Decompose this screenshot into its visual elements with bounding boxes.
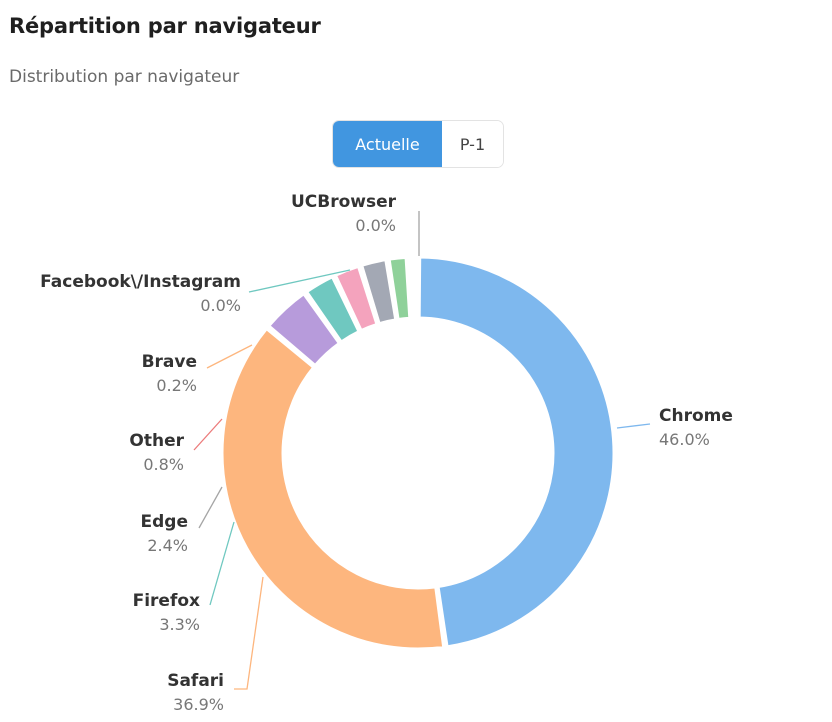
slice-small-8[interactable] — [413, 255, 419, 320]
label-facebook-instagram-value: 0.0% — [200, 296, 241, 315]
label-ucbrowser-value: 0.0% — [355, 216, 396, 235]
leader-line-firefox — [209, 521, 235, 606]
label-safari-value: 36.9% — [173, 695, 224, 714]
slice-chrome[interactable] — [417, 255, 616, 649]
label-brave-name: Brave — [142, 352, 197, 372]
label-other-value: 0.8% — [143, 455, 184, 474]
label-edge-value: 2.4% — [147, 536, 188, 555]
slice-safari[interactable] — [220, 327, 446, 651]
card-subtitle: Distribution par navigateur — [9, 67, 240, 87]
slice-small-6[interactable] — [387, 255, 412, 321]
period-previous-button[interactable]: P-1 — [442, 121, 503, 167]
label-brave-value: 0.2% — [156, 376, 197, 395]
donut-slices — [220, 255, 616, 651]
leader-line-other — [193, 418, 223, 451]
period-current-button[interactable]: Actuelle — [333, 121, 442, 167]
label-chrome-value: 46.0% — [659, 430, 710, 449]
slice-small-3[interactable] — [305, 275, 361, 344]
label-facebook-instagram-name: Facebook\/Instagram — [40, 272, 241, 292]
label-chrome-name: Chrome — [659, 406, 733, 426]
card-title: Répartition par navigateur — [9, 14, 321, 38]
period-toggle: Actuelle P-1 — [332, 120, 504, 168]
leader-line-brave — [206, 344, 253, 369]
label-ucbrowser-name: UCBrowser — [291, 192, 397, 212]
leader-line-facebook-instagram — [248, 269, 351, 293]
leader-line-chrome — [616, 423, 651, 429]
leader-line-safari — [234, 576, 264, 690]
label-edge-name: Edge — [141, 512, 188, 532]
label-firefox-value: 3.3% — [159, 615, 200, 634]
label-leader-lines — [193, 211, 651, 690]
label-safari-name: Safari — [167, 671, 224, 691]
slice-small-7[interactable] — [407, 255, 415, 320]
slice-labels: UCBrowser 0.0% Facebook\/Instagram 0.0% … — [40, 192, 733, 714]
slice-small-2[interactable] — [267, 292, 341, 367]
label-other-name: Other — [129, 431, 184, 451]
slice-small-5[interactable] — [360, 258, 398, 326]
label-firefox-name: Firefox — [133, 591, 200, 611]
leader-line-edge — [198, 486, 223, 529]
